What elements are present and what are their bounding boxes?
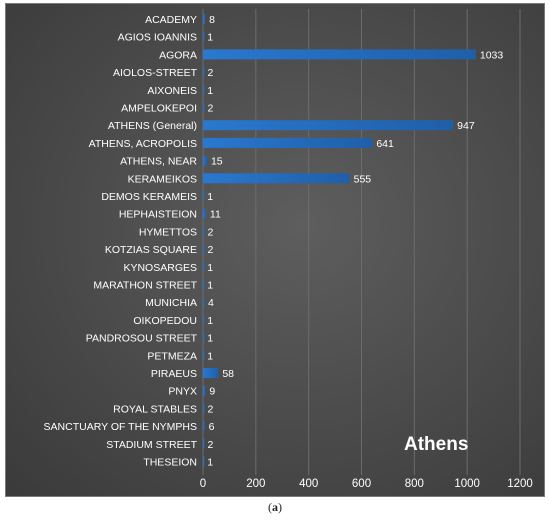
data-label: 1 [207, 280, 213, 292]
category-label: AMPELOKEPOI [121, 103, 197, 115]
data-label: 6 [209, 421, 215, 433]
bar [203, 350, 205, 361]
bar [203, 14, 206, 24]
category-label: AGORA [159, 49, 197, 61]
caption-open-paren: ( [268, 500, 272, 514]
category-label: ATHENS (General) [108, 120, 197, 132]
bar [203, 456, 205, 467]
data-label: 1 [207, 333, 213, 345]
category-label: STADIUM STREET [106, 439, 197, 451]
data-label: 555 [354, 173, 372, 185]
category-label: AIOLOS-STREET [113, 67, 198, 79]
data-label: 4 [208, 297, 214, 309]
data-label: 1 [207, 85, 213, 97]
category-label: KERAMEIKOS [128, 173, 197, 185]
category-label: HEPHAISTEION [119, 209, 197, 221]
category-label: ROYAL STABLES [113, 403, 197, 415]
data-label: 2 [208, 103, 214, 115]
x-tick-label: 600 [352, 478, 371, 490]
x-tick-label: 0 [200, 478, 206, 490]
bar [203, 314, 205, 325]
category-label: ACADEMY [145, 14, 197, 26]
category-label: OIKOPEDOU [133, 315, 197, 327]
category-label: KYNOSARGES [123, 262, 197, 274]
data-label: 2 [208, 244, 214, 256]
data-label: 2 [208, 226, 214, 238]
figure-caption: (a) [0, 500, 550, 515]
data-label: 15 [211, 156, 223, 168]
bar [203, 332, 205, 343]
bar [203, 297, 205, 308]
category-label: KOTZIAS SQUARE [105, 244, 197, 256]
bar [203, 208, 206, 219]
data-label: 1 [207, 191, 213, 203]
category-label: MARATHON STREET [93, 280, 197, 292]
bar [203, 102, 205, 113]
bar-chart: ACADEMY 8 AGIOS IOANNIS 1 AGORA 1033 AIOLOS-ST… [44, 9, 533, 490]
data-label: 2 [208, 403, 214, 415]
data-label: 8 [209, 14, 215, 26]
x-tick-label: 200 [246, 478, 265, 490]
bar [203, 438, 205, 449]
category-label: AGIOS IOANNIS [118, 32, 197, 44]
category-label: ATHENS, NEAR [120, 156, 197, 168]
category-label: MUNICHIA [145, 297, 197, 309]
bar [203, 368, 219, 378]
chart-frame: ACADEMY 8 AGIOS IOANNIS 1 AGORA 1033 AIOLOS-ST… [5, 3, 545, 497]
data-label: 1 [207, 457, 213, 469]
bar [203, 421, 205, 432]
bar [203, 173, 350, 184]
bar [203, 49, 476, 60]
bar [203, 403, 205, 414]
category-label: PANDROSOU STREET [86, 333, 198, 345]
category-label: ATHENS, ACROPOLIS [89, 138, 197, 150]
category-label: AIXONEIS [147, 85, 197, 97]
data-label: 11 [210, 209, 221, 221]
category-label: PIRAEUS [151, 368, 197, 380]
data-label: 9 [209, 386, 215, 398]
category-label: THESEION [143, 457, 197, 469]
bar [203, 31, 205, 42]
data-label: 58 [222, 368, 234, 380]
bar [203, 226, 205, 237]
bar [203, 155, 207, 166]
data-label: 1 [207, 350, 213, 362]
data-label: 947 [457, 120, 475, 132]
x-tick-label: 1200 [507, 478, 533, 490]
category-label: DEMOS KERAMEIS [101, 191, 197, 203]
bar [203, 137, 373, 148]
bar [203, 279, 205, 290]
bar [203, 261, 205, 272]
x-tick-label: 800 [405, 478, 424, 490]
bar [203, 67, 205, 78]
category-label: PETMEZA [147, 350, 197, 362]
x-tick-label: 1000 [454, 478, 480, 490]
x-tick-label: 400 [299, 478, 318, 490]
data-label: 1 [207, 262, 213, 274]
data-label: 1 [207, 315, 213, 327]
data-label: 2 [208, 439, 214, 451]
data-label: 641 [376, 138, 394, 150]
bar [203, 84, 205, 95]
category-label: SANCTUARY OF THE NYMPHS [44, 421, 197, 433]
caption-letter: a [272, 500, 278, 514]
bar [203, 120, 454, 131]
bar [203, 244, 205, 255]
category-label: HYMETTOS [139, 226, 197, 238]
chart-title: Athens [404, 434, 468, 455]
data-label: 1 [207, 32, 213, 44]
caption-close-paren: ) [278, 500, 282, 514]
bar [203, 385, 206, 396]
data-label: 1033 [480, 49, 504, 61]
bar [203, 191, 205, 201]
data-label: 2 [208, 67, 214, 79]
category-label: PNYX [168, 386, 197, 398]
